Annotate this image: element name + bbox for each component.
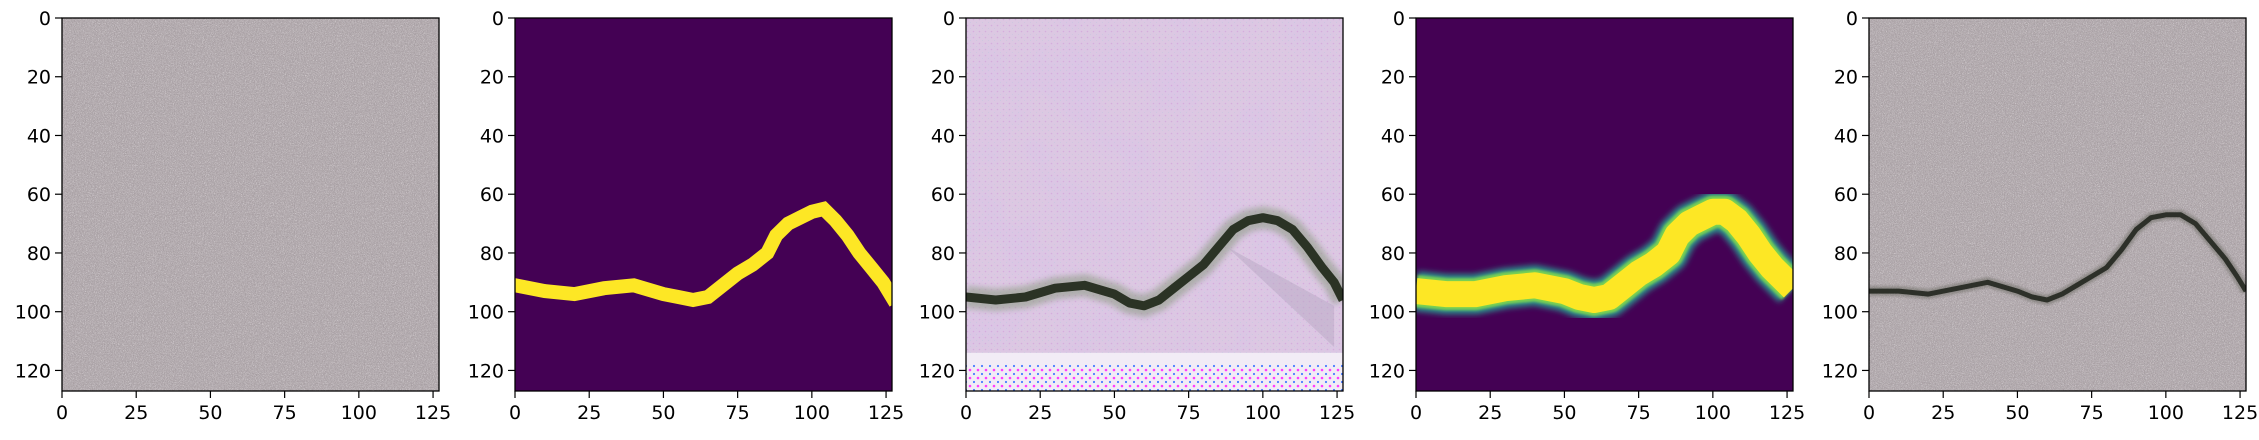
y-tick-label: 120: [919, 360, 955, 382]
mask-background: [515, 18, 892, 391]
y-tick-label: 60: [480, 184, 504, 206]
panel-2-frame: [514, 17, 893, 392]
y-tick-label: 60: [27, 184, 51, 206]
y-tick-label: 40: [1381, 125, 1405, 147]
x-tick-label: 100: [1695, 402, 1731, 424]
x-tick-label: 50: [198, 402, 222, 424]
x-tick-label: 0: [509, 402, 521, 424]
panel-1-frame: [61, 17, 440, 392]
y-tick-label: 60: [931, 184, 955, 206]
y-tick-label: 100: [919, 302, 955, 324]
y-tick-label: 40: [480, 125, 504, 147]
x-tick-label: 75: [726, 402, 750, 424]
y-tick-label: 120: [15, 360, 51, 382]
y-tick-label: 120: [1822, 360, 1858, 382]
x-tick-label: 75: [273, 402, 297, 424]
panel-3-image: [966, 18, 1343, 391]
y-tick-label: 120: [1369, 360, 1405, 382]
x-tick-label: 75: [1627, 402, 1651, 424]
x-tick-label: 125: [1319, 402, 1355, 424]
panel-4-frame: [1415, 17, 1794, 392]
y-tick-label: 0: [1846, 8, 1858, 30]
x-tick-label: 25: [1931, 402, 1955, 424]
y-tick-label: 60: [1834, 184, 1858, 206]
y-tick-label: 0: [492, 8, 504, 30]
y-tick-label: 20: [1381, 67, 1405, 89]
y-tick-label: 100: [468, 302, 504, 324]
x-tick-label: 100: [794, 402, 830, 424]
panel-4-image: [1416, 18, 1793, 391]
x-tick-label: 125: [415, 402, 451, 424]
x-tick-label: 50: [1552, 402, 1576, 424]
y-tick-label: 40: [27, 125, 51, 147]
x-tick-label: 0: [960, 402, 972, 424]
x-tick-label: 125: [1769, 402, 1805, 424]
y-tick-label: 20: [27, 67, 51, 89]
y-tick-label: 80: [931, 243, 955, 265]
y-tick-label: 60: [1381, 184, 1405, 206]
concrete-light-speckle: [62, 18, 439, 391]
x-tick-label: 0: [56, 402, 68, 424]
x-tick-label: 50: [651, 402, 675, 424]
x-tick-label: 100: [341, 402, 377, 424]
x-tick-label: 25: [1028, 402, 1052, 424]
y-tick-label: 80: [27, 243, 51, 265]
generated-shadow: [1227, 247, 1335, 347]
y-tick-label: 20: [931, 67, 955, 89]
crack-line: [966, 213, 1343, 311]
x-tick-label: 100: [2148, 402, 2184, 424]
crack-line: [1869, 212, 2246, 303]
y-tick-label: 20: [1834, 67, 1858, 89]
x-tick-label: 75: [2080, 402, 2104, 424]
panel-5-image: [1869, 18, 2246, 391]
y-tick-label: 0: [943, 8, 955, 30]
generated-grid-artifacts: [966, 18, 1343, 391]
y-tick-label: 120: [468, 360, 504, 382]
y-tick-label: 40: [1834, 125, 1858, 147]
x-tick-label: 125: [868, 402, 904, 424]
panel-2-image: [515, 18, 892, 391]
y-tick-label: 80: [1834, 243, 1858, 265]
panel-3-frame: [965, 17, 1344, 392]
crack-mask: [515, 201, 892, 308]
panel-5-frame: [1868, 17, 2247, 392]
y-tick-label: 80: [480, 243, 504, 265]
x-tick-label: 25: [1478, 402, 1502, 424]
y-tick-label: 80: [1381, 243, 1405, 265]
x-tick-label: 25: [577, 402, 601, 424]
x-tick-label: 75: [1177, 402, 1201, 424]
concrete-light-speckle: [1869, 18, 2246, 391]
y-tick-label: 100: [15, 302, 51, 324]
generated-bottom-dots: [966, 364, 1343, 391]
x-tick-label: 0: [1410, 402, 1422, 424]
y-tick-label: 0: [39, 8, 51, 30]
x-tick-label: 0: [1863, 402, 1875, 424]
y-tick-label: 40: [931, 125, 955, 147]
x-tick-label: 50: [1102, 402, 1126, 424]
panel-1-image: [62, 18, 439, 391]
x-tick-label: 25: [124, 402, 148, 424]
crack-mask: [1416, 198, 1793, 313]
y-tick-label: 100: [1822, 302, 1858, 324]
x-tick-label: 125: [2222, 402, 2258, 424]
y-tick-label: 0: [1393, 8, 1405, 30]
x-tick-label: 50: [2005, 402, 2029, 424]
x-tick-label: 100: [1245, 402, 1281, 424]
y-tick-label: 100: [1369, 302, 1405, 324]
y-tick-label: 20: [480, 67, 504, 89]
